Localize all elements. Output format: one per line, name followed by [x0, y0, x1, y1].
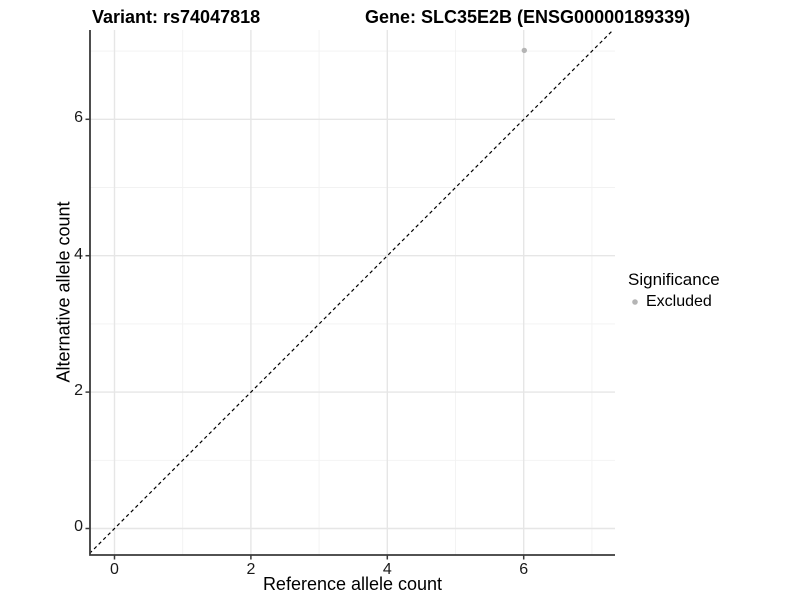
legend: Significance Excluded [628, 270, 720, 311]
axis-tick-marks [85, 118, 525, 560]
x-tick-label-4: 4 [382, 561, 392, 578]
y-tick-label-6: 6 [74, 109, 83, 126]
legend-item-excluded: Excluded [628, 293, 720, 311]
x-tick-label-2: 2 [246, 561, 256, 578]
plot-title-gene: Gene: SLC35E2B (ENSG00000189339) [365, 7, 691, 27]
grid-major-lines [90, 30, 615, 555]
legend-point-icon [632, 299, 638, 305]
x-tick-label-6: 6 [519, 561, 529, 578]
axis-lines [89, 30, 615, 556]
y-axis-title: Alternative allele count [53, 201, 74, 383]
grid-minor-lines [90, 30, 615, 555]
plot-title-variant: Variant: rs74047818 [92, 7, 261, 27]
y-tick-label-0: 0 [74, 518, 83, 535]
data-point [521, 47, 527, 54]
y-tick-label-2: 2 [74, 382, 83, 399]
x-tick-label-0: 0 [110, 561, 119, 578]
legend-item-label: Excluded [646, 293, 712, 310]
identity-reference-line [89, 29, 614, 554]
y-tick-label-4: 4 [74, 246, 83, 263]
x-axis-title: Reference allele count [262, 574, 443, 594]
legend-title: Significance [628, 270, 720, 289]
